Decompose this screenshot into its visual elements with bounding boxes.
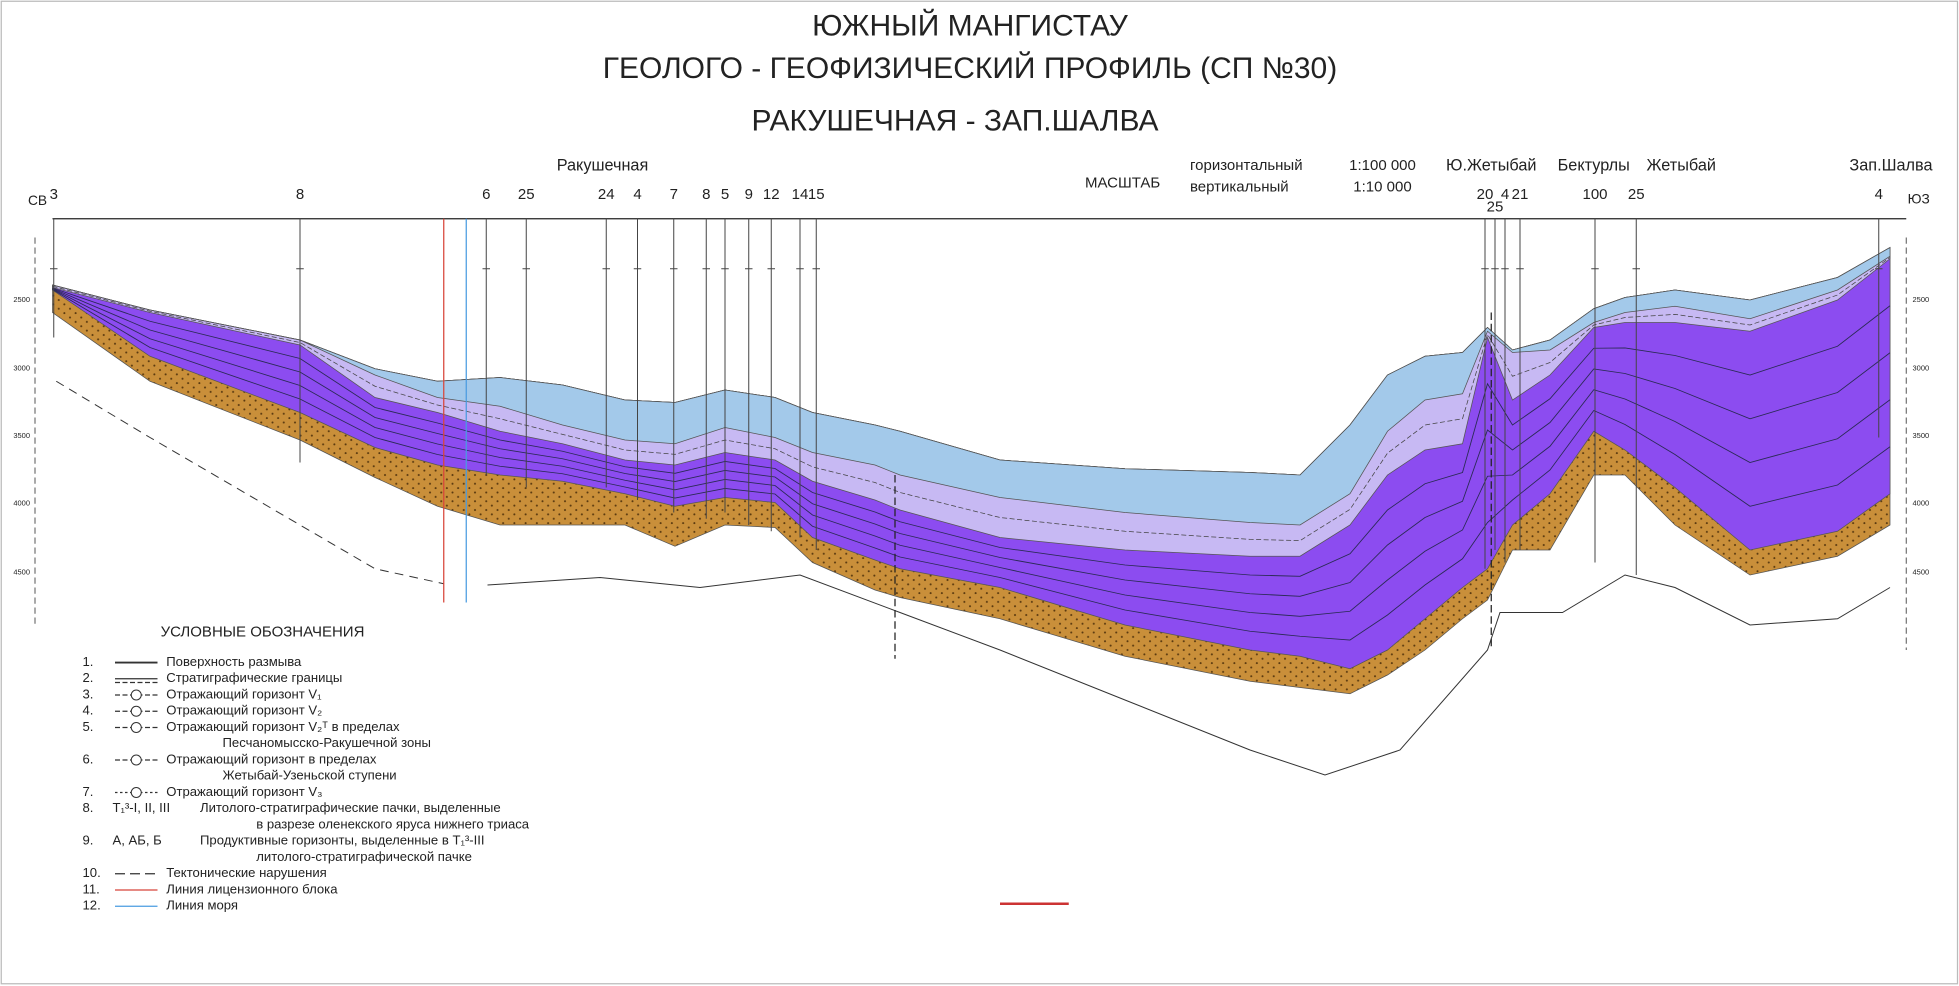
depth-label: 3000 — [1913, 364, 1930, 373]
well-label: 3 — [50, 186, 58, 203]
depth-label: 2500 — [13, 295, 30, 304]
legend-text: Отражающий горизонт V₂ — [166, 703, 322, 718]
scale-horizontal-ratio: 1:100 000 — [1349, 157, 1416, 174]
legend-number: 3. — [83, 686, 94, 701]
well-label: 4 — [633, 186, 641, 203]
legend-number: 1. — [83, 654, 94, 669]
legend-text: литолого-стратиграфической пачке — [256, 849, 472, 864]
title-line: ЮЖНЫЙ МАНГИСТАУ — [812, 8, 1129, 42]
legend-text: Отражающий горизонт V₁ — [166, 686, 322, 701]
legend-text: Тектонические нарушения — [166, 865, 327, 880]
depth-label: 3500 — [1913, 431, 1930, 440]
scale-vertical: вертикальный — [1190, 178, 1289, 195]
legend-text: Жетыбай-Узеньской ступени — [223, 768, 397, 783]
well-label: 4 — [1501, 186, 1509, 203]
legend-number: 10. — [83, 865, 101, 880]
well-label: 25 — [518, 186, 535, 203]
scale-vertical-ratio: 1:10 000 — [1353, 178, 1411, 195]
legend-text: Отражающий горизонт в пределах — [166, 751, 377, 766]
well-label: 14 — [792, 186, 809, 203]
legend-text: Отражающий горизонт V₂ᵀ в пределах — [166, 719, 400, 734]
place-name: Ю.Жетыбай — [1446, 157, 1536, 175]
legend-text: Отражающий горизонт V₃ — [166, 784, 322, 799]
well-label: 4 — [1875, 186, 1883, 203]
legend-title: УСЛОВНЫЕ ОБОЗНАЧЕНИЯ — [161, 623, 365, 640]
depth-label: 4000 — [1913, 499, 1930, 508]
direction-right: ЮЗ — [1908, 192, 1930, 207]
place-name: Жетыбай — [1647, 157, 1716, 175]
well-label: 21 — [1512, 186, 1529, 203]
legend-number: 11. — [83, 881, 100, 896]
legend-number: 9. — [83, 833, 94, 848]
legend-number: 7. — [83, 784, 94, 799]
well-label: 100 — [1582, 186, 1607, 203]
legend-text: Поверхность размыва — [166, 654, 302, 669]
legend-text: Линия лицензионного блока — [166, 881, 338, 896]
well-label: 12 — [763, 186, 780, 203]
depth-label: 4500 — [13, 567, 30, 576]
well-label: 6 — [482, 186, 490, 203]
place-name: Ракушечная — [557, 157, 649, 175]
legend-number: 12. — [83, 898, 101, 913]
legend-number: 5. — [83, 719, 94, 734]
legend-symbol-mark — [131, 706, 141, 716]
well-label: 8 — [702, 186, 710, 203]
legend-number: 4. — [83, 703, 94, 718]
depth-label: 3500 — [13, 431, 30, 440]
place-name: Зап.Шалва — [1849, 157, 1933, 175]
legend-symbol-mark — [131, 755, 141, 765]
well-label: 9 — [745, 186, 753, 203]
scale-horizontal: горизонтальный — [1190, 157, 1303, 174]
well-label: 15 — [808, 186, 825, 203]
legend-text: в разрезе оленекского яруса нижнего триа… — [256, 816, 530, 831]
depth-label: 4000 — [13, 499, 30, 508]
well-label: 8 — [296, 186, 304, 203]
legend-text: Стратиграфические границы — [166, 670, 342, 685]
profile-page: 3862524478591214152025421100254ЮЖНЫЙ МАН… — [0, 0, 1959, 986]
legend-number: 2. — [83, 670, 94, 685]
legend-text: Литолого-стратиграфические пачки, выделе… — [200, 800, 501, 815]
well-label: 25 — [1628, 186, 1645, 203]
legend-text: Продуктивные горизонты, выделенные в T₁³… — [200, 833, 485, 848]
well-label: 7 — [670, 186, 678, 203]
legend-key: А, АБ, Б — [113, 833, 162, 848]
place-name: Бектурлы — [1558, 157, 1630, 175]
scale-label: МАСШТАБ — [1085, 175, 1160, 192]
legend-text: Песчаномысско-Ракушечной зоны — [223, 735, 431, 750]
depth-label: 3000 — [13, 364, 30, 373]
title-line: ГЕОЛОГО - ГЕОФИЗИЧЕСКИЙ ПРОФИЛЬ (СП №30) — [603, 51, 1338, 85]
title-line: РАКУШЕЧНАЯ - ЗАП.ШАЛВА — [752, 104, 1159, 137]
legend-symbol-mark — [131, 723, 141, 733]
well-label: 24 — [598, 186, 615, 203]
legend-text: Линия моря — [166, 898, 238, 913]
legend-number: 8. — [83, 800, 94, 815]
legend-key: T₁³-I, II, III — [113, 800, 171, 815]
well-label: 5 — [721, 186, 729, 203]
direction-left: СВ — [28, 193, 47, 208]
legend-symbol-mark — [131, 788, 141, 798]
depth-label: 4500 — [1913, 567, 1930, 576]
depth-label: 2500 — [1913, 295, 1930, 304]
legend-number: 6. — [83, 751, 94, 766]
legend-symbol-mark — [131, 690, 141, 700]
